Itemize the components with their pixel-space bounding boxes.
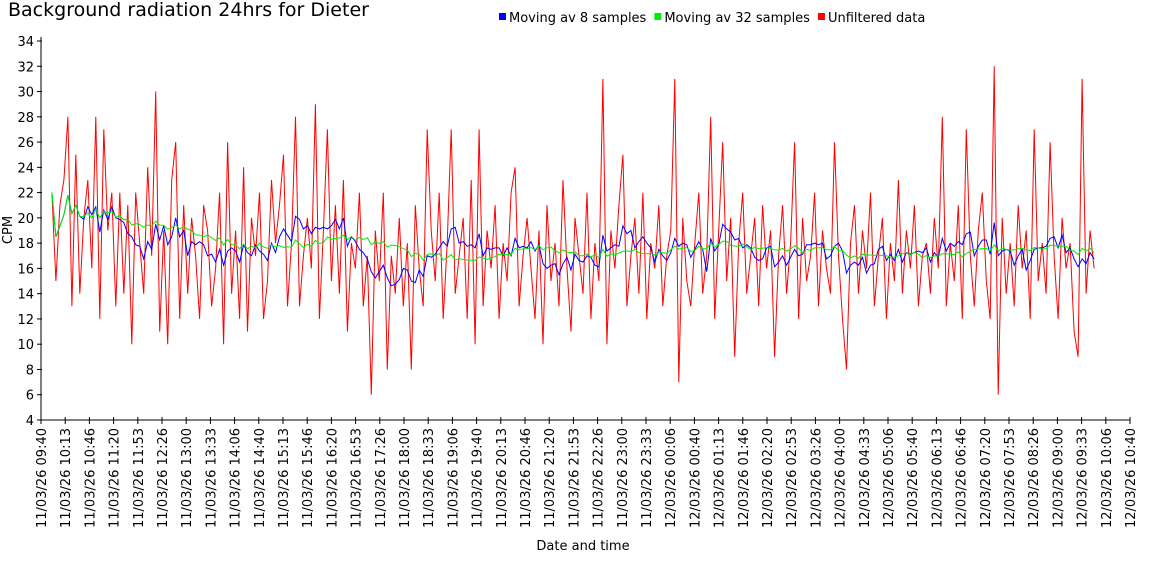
y-tick-label: 8: [26, 363, 34, 378]
y-tick-label: 4: [26, 414, 34, 429]
x-tick-label: 11/03/26 13:33: [204, 428, 219, 528]
x-tick-label: 11/03/26 16:20: [325, 428, 340, 528]
y-tick-label: 30: [17, 86, 34, 101]
x-tick-label: 12/03/26 02:20: [761, 428, 776, 528]
x-tick-label: 11/03/26 11:53: [132, 428, 147, 528]
x-tick-label: 11/03/26 23:00: [616, 428, 631, 528]
x-tick-label: 11/03/26 15:13: [277, 428, 292, 528]
x-tick-label: 11/03/26 12:26: [156, 428, 171, 528]
x-tick-label: 12/03/26 04:00: [834, 428, 849, 528]
x-tick-label: 12/03/26 09:00: [1051, 428, 1066, 528]
x-tick-label: 11/03/26 20:46: [519, 428, 534, 528]
x-tick-label: 11/03/26 21:53: [567, 428, 582, 528]
legend-label: Moving av 8 samples: [509, 11, 647, 26]
legend-label: Unfiltered data: [828, 11, 925, 26]
legend-swatch: [499, 13, 506, 20]
x-tick-label: 12/03/26 06:13: [930, 428, 945, 528]
legend-label: Moving av 32 samples: [664, 11, 810, 26]
y-tick-label: 12: [17, 313, 34, 328]
x-axis-label: Date and time: [536, 539, 629, 554]
y-tick-label: 28: [17, 111, 34, 126]
x-tick-label: 12/03/26 04:33: [858, 428, 873, 528]
x-tick-label: 11/03/26 17:26: [374, 428, 389, 528]
x-tick-label: 11/03/26 11:20: [108, 428, 123, 528]
x-tick-label: 12/03/26 09:33: [1076, 428, 1091, 528]
y-tick-label: 20: [17, 212, 34, 227]
x-tick-label: 11/03/26 09:40: [35, 428, 50, 528]
y-tick-label: 26: [17, 136, 34, 151]
y-tick-label: 16: [17, 262, 34, 277]
x-tick-label: 12/03/26 07:20: [979, 428, 994, 528]
x-tick-label: 12/03/26 03:26: [809, 428, 824, 528]
y-tick-label: 32: [17, 60, 34, 75]
x-tick-label: 11/03/26 19:40: [471, 428, 486, 528]
x-tick-label: 11/03/26 15:46: [301, 428, 316, 528]
y-tick-label: 22: [17, 187, 34, 202]
x-tick-label: 11/03/26 18:33: [422, 428, 437, 528]
x-tick-label: 12/03/26 00:06: [664, 428, 679, 528]
x-tick-label: 12/03/26 10:06: [1100, 428, 1115, 528]
x-tick-label: 11/03/26 10:13: [59, 428, 74, 528]
x-tick-label: 12/03/26 01:13: [713, 428, 728, 528]
x-tick-label: 11/03/26 21:20: [543, 428, 558, 528]
x-tick-label: 12/03/26 08:26: [1027, 428, 1042, 528]
x-tick-label: 11/03/26 10:46: [83, 428, 98, 528]
x-tick-label: 12/03/26 00:40: [688, 428, 703, 528]
x-tick-label: 12/03/26 10:40: [1124, 428, 1139, 528]
x-tick-label: 12/03/26 05:40: [906, 428, 921, 528]
x-tick-label: 12/03/26 07:53: [1003, 428, 1018, 528]
x-tick-label: 12/03/26 02:53: [785, 428, 800, 528]
x-tick-label: 11/03/26 14:06: [229, 428, 244, 528]
y-axis-label: CPM: [1, 216, 16, 244]
series-line-moving-av-32-samples: [51, 192, 1095, 262]
legend-swatch: [654, 13, 662, 20]
legend: Moving av 8 samples Moving av 32 samples U…: [499, 11, 925, 26]
x-tick-label: 11/03/26 13:00: [180, 428, 195, 528]
y-tick-label: 10: [17, 338, 34, 353]
y-tick-label: 6: [26, 389, 34, 404]
x-tick-label: 12/03/26 06:46: [955, 428, 970, 528]
x-tick-label: 12/03/26 01:46: [737, 428, 752, 528]
x-tick-label: 12/03/26 05:06: [882, 428, 897, 528]
x-tick-label: 11/03/26 18:00: [398, 428, 413, 528]
x-tick-label: 11/03/26 16:53: [350, 428, 365, 528]
y-tick-label: 14: [17, 288, 34, 303]
y-tick-label: 24: [17, 161, 34, 176]
x-tick-label: 11/03/26 20:13: [495, 428, 510, 528]
series-line-unfiltered-data: [51, 66, 1095, 395]
x-tick-label: 11/03/26 23:33: [640, 428, 655, 528]
plot-area: [51, 66, 1095, 395]
y-tick-label: 18: [17, 237, 34, 252]
x-tick-label: 11/03/26 22:26: [592, 428, 607, 528]
y-tick-label: 34: [17, 35, 34, 50]
x-tick-label: 11/03/26 19:06: [446, 428, 461, 528]
legend-swatch: [817, 13, 825, 20]
series-line-moving-av-8-samples: [51, 192, 1095, 287]
chart-title: Background radiation 24hrs for Dieter: [8, 0, 369, 21]
axes: 4 6 8 10 12 14 16 18 20 22 24 26 28 30 32 34 11/03/26 09…: [17, 35, 1139, 528]
x-tick-label: 11/03/26 14:40: [253, 428, 268, 528]
